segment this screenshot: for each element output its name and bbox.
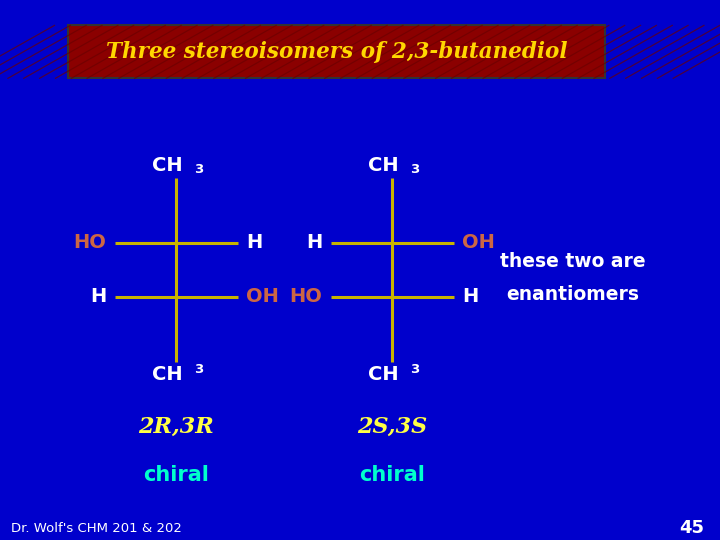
Text: CH: CH <box>153 156 183 175</box>
Text: chiral: chiral <box>143 465 210 485</box>
Text: OH: OH <box>246 287 279 307</box>
Text: 2S,3S: 2S,3S <box>357 416 428 437</box>
Text: 2R,3R: 2R,3R <box>138 416 215 437</box>
Text: H: H <box>306 233 323 253</box>
Text: chiral: chiral <box>359 465 426 485</box>
Text: enantiomers: enantiomers <box>506 285 639 304</box>
Text: 3: 3 <box>410 363 419 376</box>
Text: HO: HO <box>289 287 323 307</box>
Text: 3: 3 <box>194 163 203 176</box>
Text: H: H <box>462 287 479 307</box>
Text: these two are: these two are <box>500 252 645 272</box>
Text: Dr. Wolf's CHM 201 & 202: Dr. Wolf's CHM 201 & 202 <box>11 522 181 535</box>
Text: CH: CH <box>153 365 183 384</box>
Text: 3: 3 <box>194 363 203 376</box>
Text: CH: CH <box>369 156 399 175</box>
Text: 45: 45 <box>679 519 704 537</box>
Text: CH: CH <box>369 365 399 384</box>
Text: HO: HO <box>73 233 107 253</box>
Text: 3: 3 <box>410 163 419 176</box>
Text: H: H <box>90 287 107 307</box>
Text: OH: OH <box>462 233 495 253</box>
Text: H: H <box>246 233 263 253</box>
Text: Three stereoisomers of 2,3-butanediol: Three stereoisomers of 2,3-butanediol <box>107 42 567 63</box>
Bar <box>68 25 605 78</box>
